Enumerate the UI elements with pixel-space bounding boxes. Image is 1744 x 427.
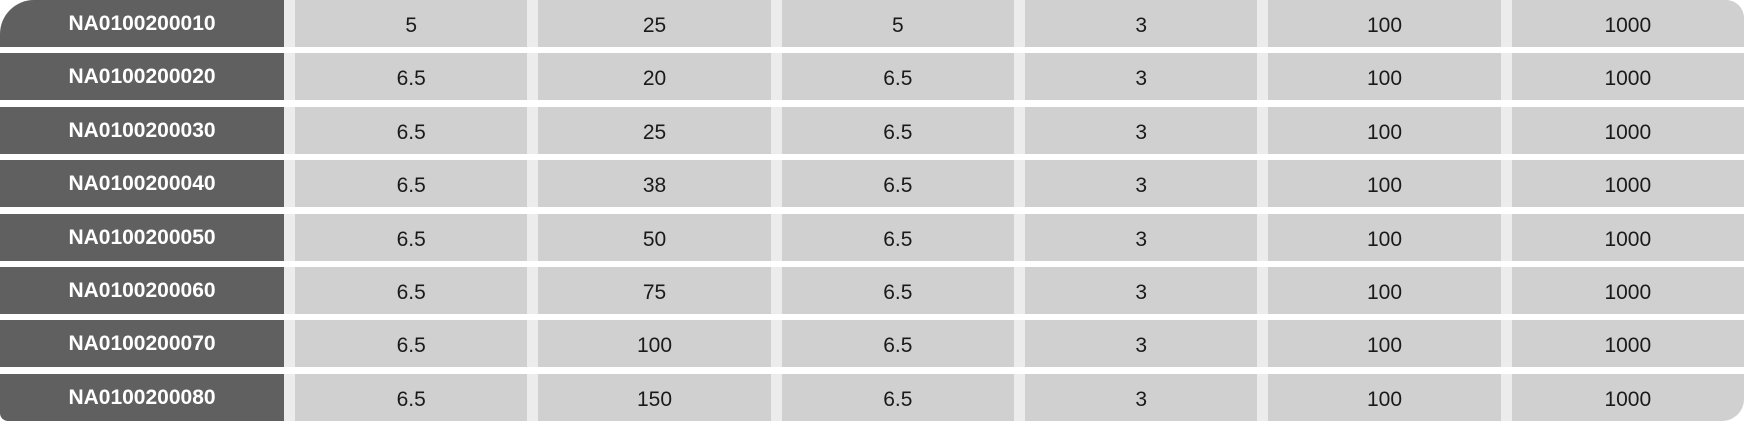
- value-cell: 75: [538, 267, 771, 314]
- value-cell: 5: [781, 0, 1014, 47]
- value-cell: 1000: [1511, 320, 1744, 367]
- value-cell: 5: [295, 0, 528, 47]
- value-cell: 1000: [1511, 160, 1744, 207]
- value-cell: 6.5: [295, 214, 528, 261]
- value-cell: 100: [1268, 53, 1501, 100]
- product-code-cell: NA0100200050: [0, 214, 284, 261]
- value-cell: 6.5: [295, 107, 528, 154]
- value-cell: 1000: [1511, 267, 1744, 314]
- product-code-cell: NA0100200080: [0, 374, 284, 421]
- value-cell: 6.5: [295, 374, 528, 421]
- table-row: NA0100200070 6.5 100 6.5 3 100 1000: [0, 320, 1744, 367]
- table-row: NA0100200040 6.5 38 6.5 3 100 1000: [0, 160, 1744, 207]
- value-cell: 100: [1268, 320, 1501, 367]
- value-cell: 3: [1024, 214, 1258, 261]
- value-cell: 3: [1024, 374, 1258, 421]
- value-cell: 100: [1268, 160, 1501, 207]
- product-code-cell: NA0100200010: [0, 0, 284, 47]
- table-row: NA0100200030 6.5 25 6.5 3 100 1000: [0, 107, 1744, 154]
- product-code-cell: NA0100200030: [0, 107, 284, 154]
- table-row: NA0100200010 5 25 5 3 100 1000: [0, 0, 1744, 47]
- table-row: NA0100200080 6.5 150 6.5 3 100 1000: [0, 374, 1744, 421]
- value-cell: 3: [1024, 0, 1258, 47]
- value-cell: 6.5: [295, 267, 528, 314]
- value-cell: 100: [1268, 0, 1501, 47]
- value-cell: 38: [538, 160, 771, 207]
- value-cell: 100: [1268, 107, 1501, 154]
- product-code-cell: NA0100200020: [0, 53, 284, 100]
- value-cell: 6.5: [781, 320, 1014, 367]
- value-cell: 100: [1268, 267, 1501, 314]
- value-cell: 1000: [1511, 374, 1744, 421]
- value-cell: 150: [538, 374, 771, 421]
- value-cell: 3: [1024, 107, 1258, 154]
- table-row: NA0100200050 6.5 50 6.5 3 100 1000: [0, 214, 1744, 261]
- value-cell: 20: [538, 53, 771, 100]
- value-cell: 6.5: [781, 53, 1014, 100]
- value-cell: 3: [1024, 320, 1258, 367]
- product-code-cell: NA0100200040: [0, 160, 284, 207]
- value-cell: 1000: [1511, 214, 1744, 261]
- value-cell: 6.5: [781, 374, 1014, 421]
- value-cell: 100: [538, 320, 771, 367]
- table-row: NA0100200060 6.5 75 6.5 3 100 1000: [0, 267, 1744, 314]
- value-cell: 6.5: [295, 320, 528, 367]
- value-cell: 50: [538, 214, 771, 261]
- value-cell: 6.5: [295, 160, 528, 207]
- value-cell: 1000: [1511, 53, 1744, 100]
- value-cell: 100: [1268, 214, 1501, 261]
- value-cell: 6.5: [781, 160, 1014, 207]
- value-cell: 6.5: [781, 267, 1014, 314]
- value-cell: 3: [1024, 267, 1258, 314]
- value-cell: 3: [1024, 160, 1258, 207]
- value-cell: 1000: [1511, 0, 1744, 47]
- product-code-cell: NA0100200070: [0, 320, 284, 367]
- product-code-cell: NA0100200060: [0, 267, 284, 314]
- value-cell: 1000: [1511, 107, 1744, 154]
- value-cell: 6.5: [295, 53, 528, 100]
- value-cell: 6.5: [781, 214, 1014, 261]
- value-cell: 25: [538, 0, 771, 47]
- value-cell: 100: [1268, 374, 1501, 421]
- value-cell: 3: [1024, 53, 1258, 100]
- value-cell: 6.5: [781, 107, 1014, 154]
- table-row: NA0100200020 6.5 20 6.5 3 100 1000: [0, 53, 1744, 100]
- value-cell: 25: [538, 107, 771, 154]
